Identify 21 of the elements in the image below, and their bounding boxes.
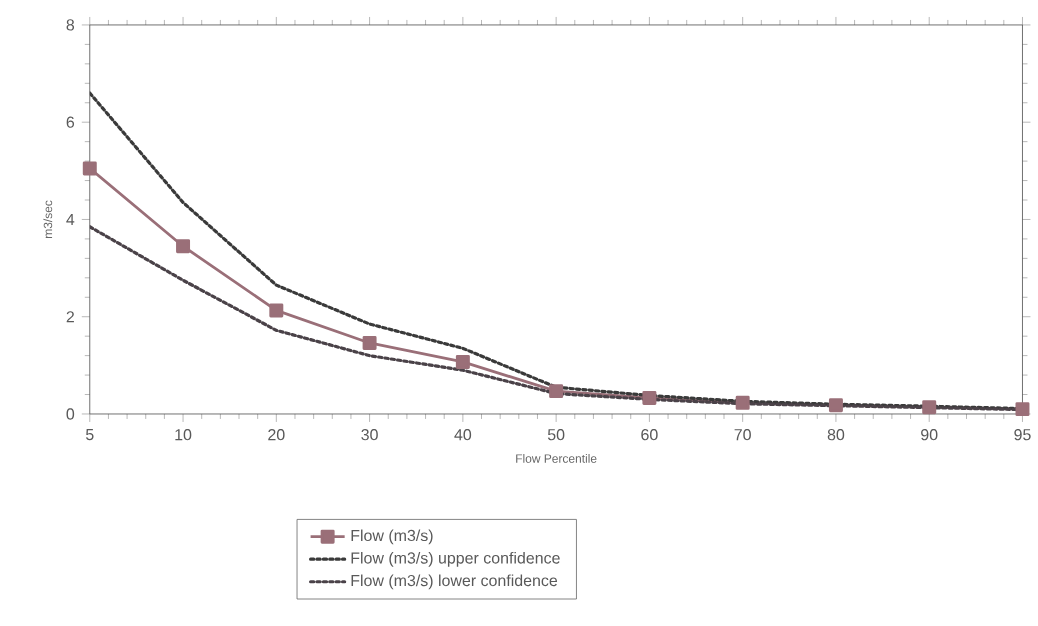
y-tick-label: 4 (66, 213, 75, 225)
x-tick-label: 50 (547, 428, 565, 441)
x-axis-title: Flow Percentile (516, 453, 597, 463)
y-tick-label: 8 (66, 19, 75, 31)
x-tick-label: 70 (734, 428, 751, 441)
x-tick-label: 20 (268, 428, 285, 441)
x-tick-label: 60 (641, 428, 658, 441)
y-tick-label: 2 (66, 310, 74, 323)
y-axis-title: m3/sec (43, 200, 53, 238)
x-tick-label: 90 (921, 428, 938, 441)
x-tick-label: 95 (1014, 428, 1031, 441)
x-tick-label: 40 (454, 428, 472, 441)
legend-label: Flow (m3/s) (351, 529, 433, 545)
x-tick-label: 30 (361, 428, 378, 441)
x-tick-label: 80 (827, 428, 845, 441)
x-tick-label: 5 (85, 428, 94, 440)
y-tick-label: 0 (66, 408, 75, 420)
y-tick-label: 6 (66, 116, 75, 128)
legend-label: Flow (m3/s) upper confidence (351, 551, 560, 567)
legend-label: Flow (m3/s) lower confidence (351, 574, 558, 590)
x-tick-label: 10 (175, 428, 192, 441)
